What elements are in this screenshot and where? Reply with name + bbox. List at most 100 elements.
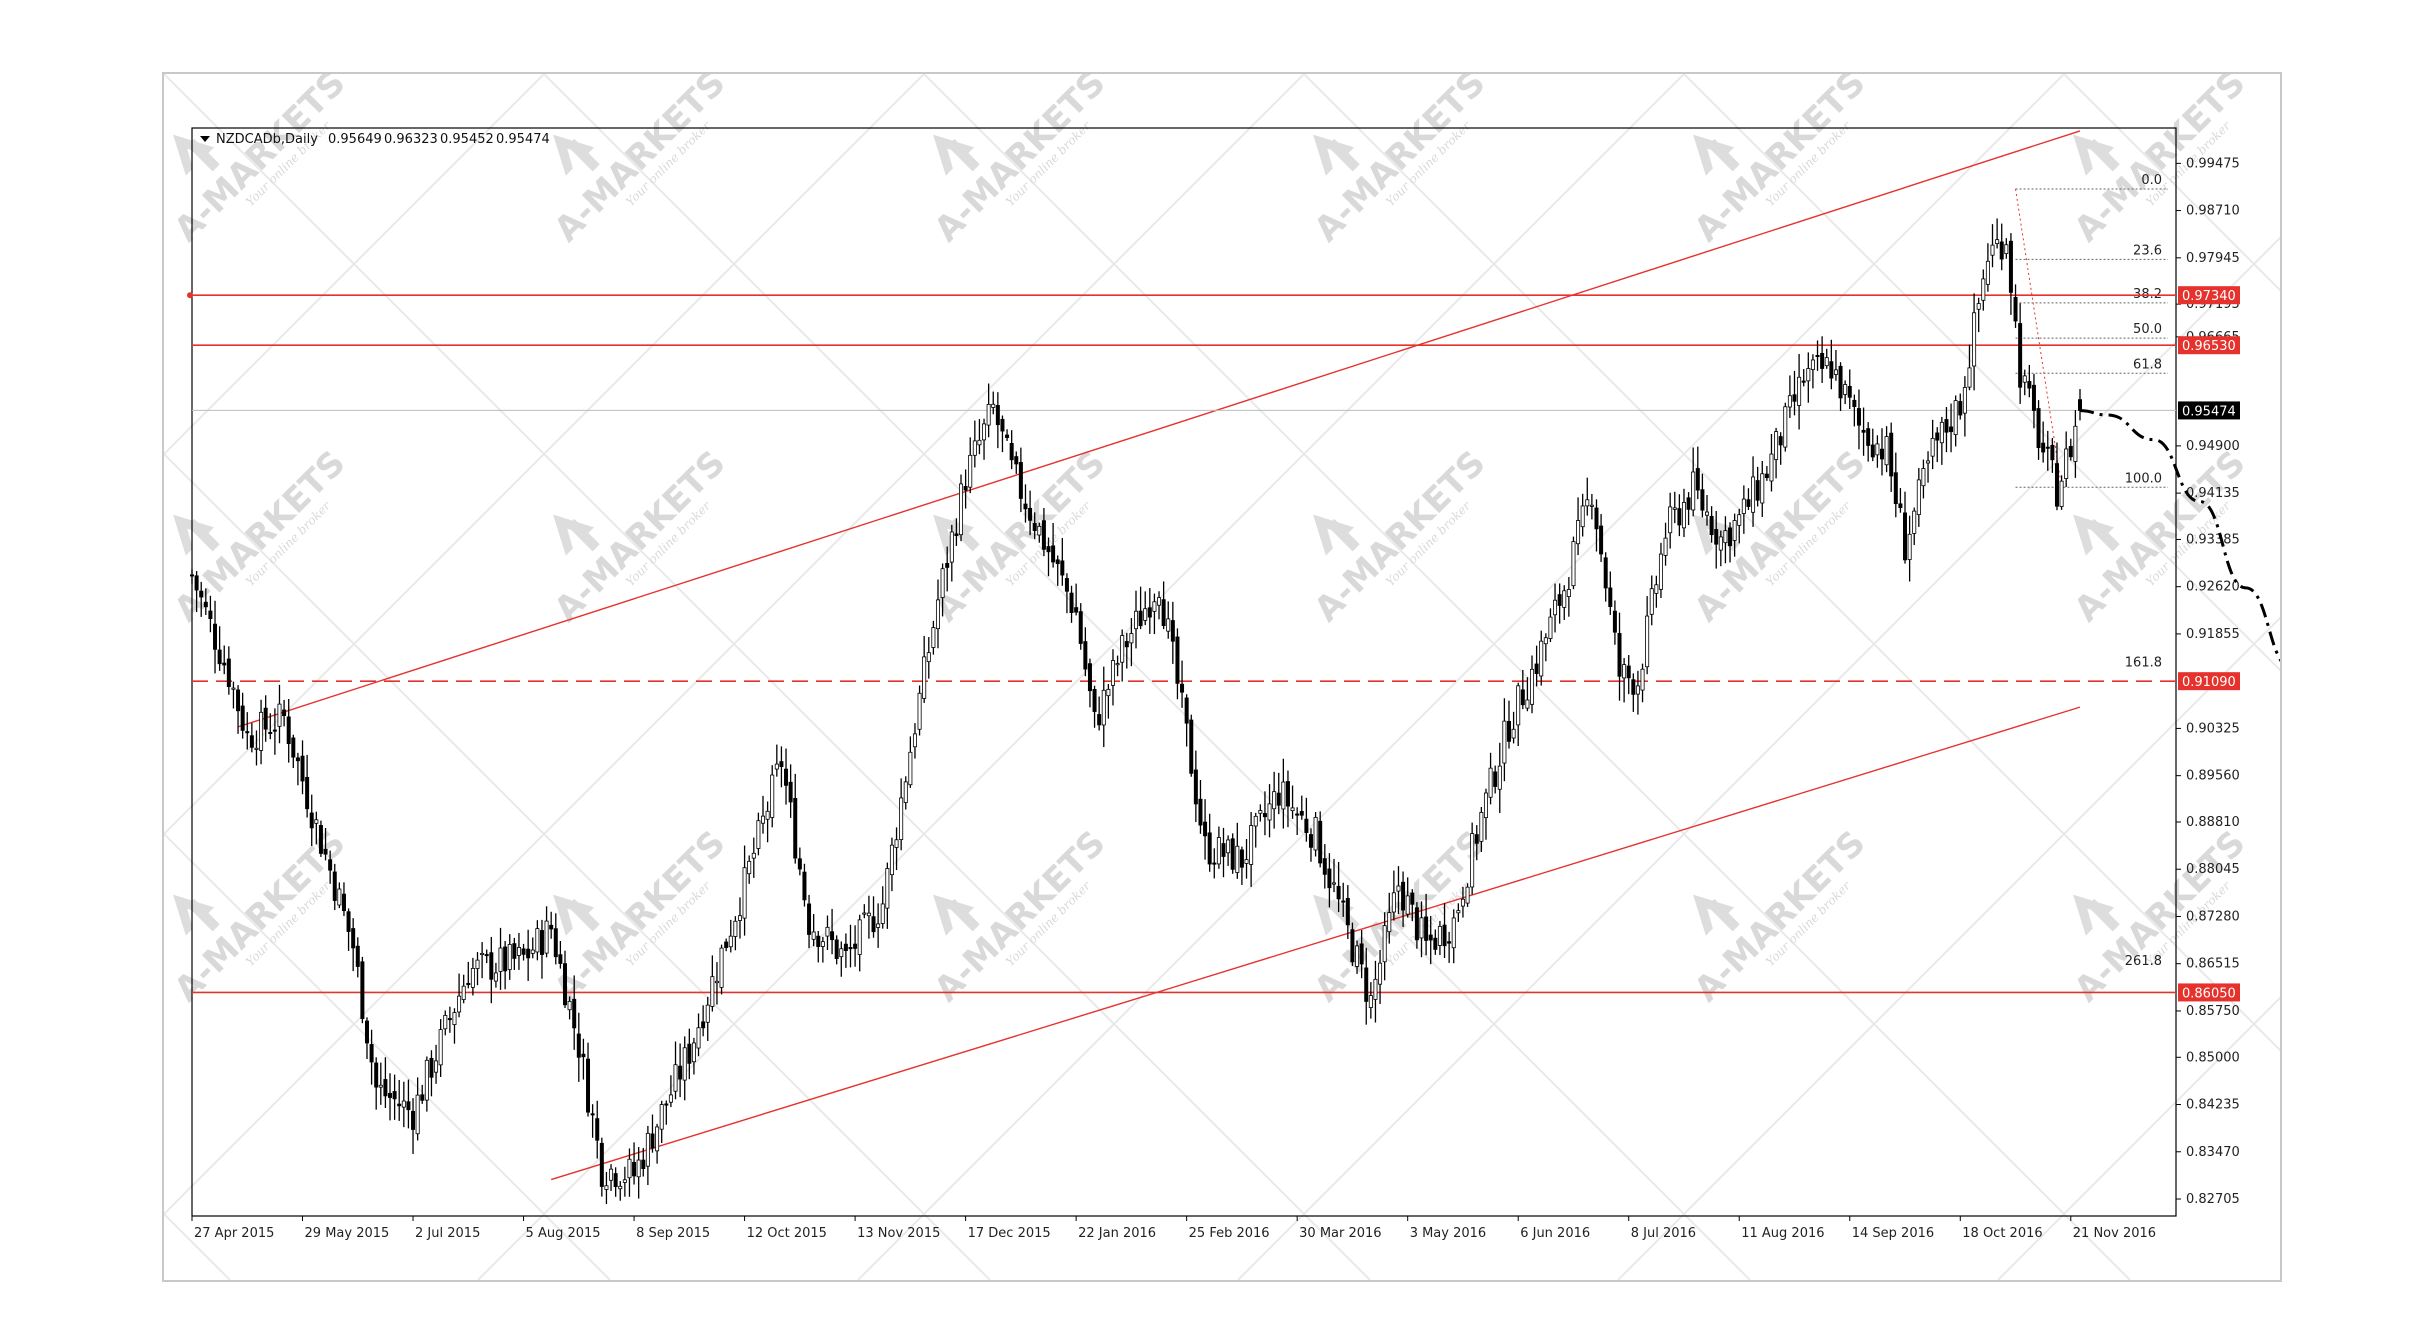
candle [1313,812,1318,857]
watermark-brand: A-MARKETS [1687,823,1874,1010]
candle [599,1137,604,1197]
candle [668,1075,673,1108]
candle [696,1013,701,1057]
x-tick-label: 29 May 2015 [305,1226,390,1241]
ohlc-value: 0.96323 [384,132,438,147]
candle [945,546,950,592]
candle [572,975,577,1050]
candle [1944,407,1949,453]
candle [1820,336,1825,383]
candle [816,931,821,963]
candle [1147,588,1152,634]
watermark-brand: A-MARKETS [167,443,354,630]
candle [613,1167,618,1197]
candle [880,886,885,929]
candle [1543,633,1548,662]
candle [1797,353,1802,430]
candle [1161,581,1166,630]
candle [1304,797,1309,842]
candle [411,1098,416,1154]
x-tick-label: 11 Aug 2016 [1741,1226,1824,1241]
candle [802,863,807,907]
candle [719,944,724,995]
projection-curve [2079,409,2280,662]
candle [2041,421,2046,463]
candle [1953,395,1958,447]
candle [1235,822,1240,879]
candle [1912,507,1917,546]
candle [2008,233,2013,315]
y-tick-label: 0.98710 [2186,204,2240,219]
candle [1939,416,1944,465]
candle [1451,909,1456,964]
candle [1014,451,1019,474]
candle [885,862,890,929]
x-tick-label: 5 Aug 2015 [526,1226,601,1241]
candle [1539,630,1544,686]
fib-level-label: 50.0 [2133,322,2162,337]
candle [1649,575,1654,626]
candle [691,1037,696,1075]
candle [604,1171,609,1205]
candle [1571,536,1576,590]
candle [830,908,835,955]
candle [2027,364,2032,398]
candle [341,882,346,917]
candle [1106,684,1111,719]
candle [1935,427,1940,462]
candle [1787,375,1792,418]
candle [1355,940,1360,974]
candle [701,1005,706,1037]
candle [1424,893,1429,956]
candle [1281,758,1286,829]
candle [779,746,784,788]
candle [1705,494,1710,526]
candle [1405,877,1410,918]
candle [503,941,508,990]
candle [1318,811,1323,868]
candle [1134,590,1139,649]
symbol-title: NZDCADb,Daily [216,132,318,147]
candle [1921,459,1926,499]
candle [1428,916,1433,965]
candle [1037,522,1042,543]
candle [1341,882,1346,917]
candle [1051,522,1056,568]
level-price-badge [2178,286,2240,305]
candle [300,740,305,795]
candle [1189,714,1194,777]
candle [1083,627,1088,677]
current-price-badge [2178,401,2240,420]
candle [1345,885,1350,939]
candle [1585,477,1590,516]
candle [1332,858,1337,893]
candle [1253,812,1258,848]
x-tick-label: 17 Dec 2015 [968,1226,1051,1241]
candle [466,961,471,989]
candle [2064,431,2069,488]
candle [1336,861,1341,913]
candle [480,942,485,979]
y-tick-label: 0.91855 [2186,627,2240,642]
candle [199,581,204,617]
candle [475,952,480,986]
candle [1180,660,1185,708]
candle [189,569,194,585]
candle [1640,663,1645,703]
candle [673,1041,678,1100]
candle [1764,466,1769,481]
candle [1534,645,1539,687]
candle [710,955,715,1012]
candle [977,419,982,455]
candle [1838,362,1843,411]
candle [995,392,1000,449]
candle [1525,677,1530,712]
candle [457,973,462,1018]
